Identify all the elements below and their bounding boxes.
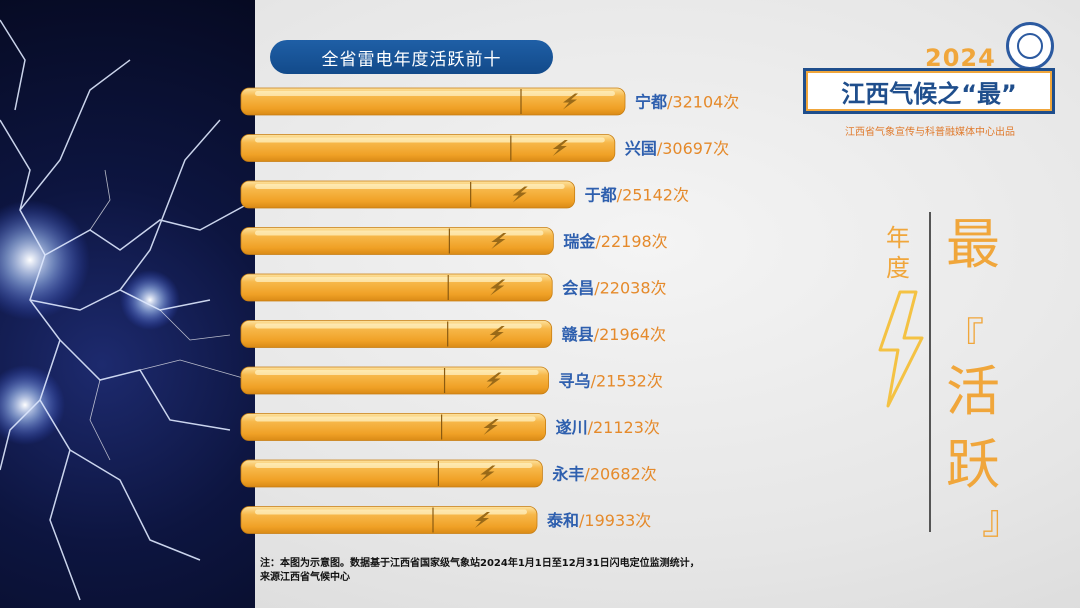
bar-label-遂川: 遂川/21123次 [556, 418, 660, 437]
bar-bolt-icon-于都 [512, 186, 528, 203]
bar-bolt-icon-泰和 [475, 512, 490, 528]
bar-label-瑞金: 瑞金/22198次 [563, 232, 667, 251]
big-char-zui: 最 [946, 213, 1000, 276]
category-label: 遂川 [556, 418, 588, 437]
bar-bolt-icon-瑞金 [491, 233, 507, 249]
close-bracket: 』 [982, 497, 1022, 543]
banner-title: 江西气候之“最” [803, 68, 1055, 114]
bar-highlight-泰和 [255, 509, 527, 515]
side-label-du: 度 [886, 254, 910, 282]
category-label: 兴国 [625, 139, 657, 158]
bar-label-兴国: 兴国/30697次 [625, 139, 729, 158]
bar-label-赣县: 赣县/21964次 [562, 325, 666, 344]
bar-bolt-icon-兴国 [552, 140, 568, 156]
bar-highlight-遂川 [255, 416, 536, 422]
value-label: /20682次 [584, 465, 656, 484]
category-label: 宁都 [635, 93, 667, 112]
value-label: /19933次 [579, 511, 651, 530]
category-label: 于都 [585, 186, 617, 205]
lightning-icon [878, 290, 924, 408]
year-label: 2024 [925, 44, 996, 72]
big-char-yue: 跃 [946, 433, 1000, 496]
category-label: 泰和 [546, 511, 579, 530]
divider-line [929, 212, 931, 532]
category-label: 永丰 [551, 465, 584, 484]
lightning-bolts-graphic [0, 19, 255, 601]
bar-highlight-于都 [255, 184, 565, 189]
bar-highlight-会昌 [255, 277, 543, 282]
bar-highlight-兴国 [255, 137, 605, 143]
organization-credit: 江西省气象宣传与科普融媒体中心出品 [845, 127, 1015, 138]
bar-label-宁都: 宁都/32104次 [635, 93, 739, 112]
bar-highlight-宁都 [255, 91, 615, 96]
value-label: /22038次 [594, 279, 666, 298]
footnote-line-2: 来源江西省气候中心 [260, 572, 350, 583]
bar-label-泰和: 泰和/19933次 [546, 511, 651, 530]
value-label: /30697次 [657, 139, 729, 158]
bar-bolt-icon-永丰 [480, 465, 496, 482]
lightning-photo [0, 0, 255, 608]
value-label: /22198次 [595, 232, 667, 251]
category-label: 赣县 [562, 325, 594, 344]
value-label: /21123次 [588, 418, 660, 437]
footnote-line-1: 注：本图为示意图。数据基于江西省国家级气象站2024年1月1日至12月31日闪电… [260, 558, 700, 569]
side-label-nian: 年 [886, 224, 910, 252]
bar-highlight-瑞金 [255, 230, 544, 236]
bar-label-会昌: 会昌/22038次 [562, 279, 666, 298]
bar-highlight-永丰 [255, 463, 533, 468]
bar-bolt-icon-遂川 [483, 419, 499, 435]
bar-bolt-icon-寻乌 [486, 372, 502, 389]
weather-logo-icon [1006, 22, 1054, 70]
open-bracket: 『 [944, 315, 984, 361]
big-char-huo: 活 [946, 360, 1000, 423]
category-label: 寻乌 [559, 372, 591, 391]
footnote: 注：本图为示意图。数据基于江西省国家级气象站2024年1月1日至12月31日闪电… [260, 557, 820, 585]
bar-bolt-icon-会昌 [490, 279, 506, 296]
category-label: 瑞金 [563, 232, 596, 251]
chart-title: 全省雷电年度活跃前十 [270, 40, 553, 74]
bar-bolt-icon-宁都 [563, 93, 578, 110]
category-label: 会昌 [562, 279, 594, 298]
bar-label-于都: 于都/25142次 [585, 186, 689, 205]
value-label: /21532次 [591, 372, 663, 391]
bar-bolt-icon-赣县 [489, 326, 505, 342]
bar-highlight-赣县 [255, 323, 542, 329]
value-label: /32104次 [667, 93, 739, 112]
bar-highlight-寻乌 [255, 370, 539, 375]
value-label: /21964次 [594, 325, 666, 344]
bar-label-永丰: 永丰/20682次 [551, 465, 656, 484]
value-label: /25142次 [617, 186, 689, 205]
bar-label-寻乌: 寻乌/21532次 [559, 372, 663, 391]
